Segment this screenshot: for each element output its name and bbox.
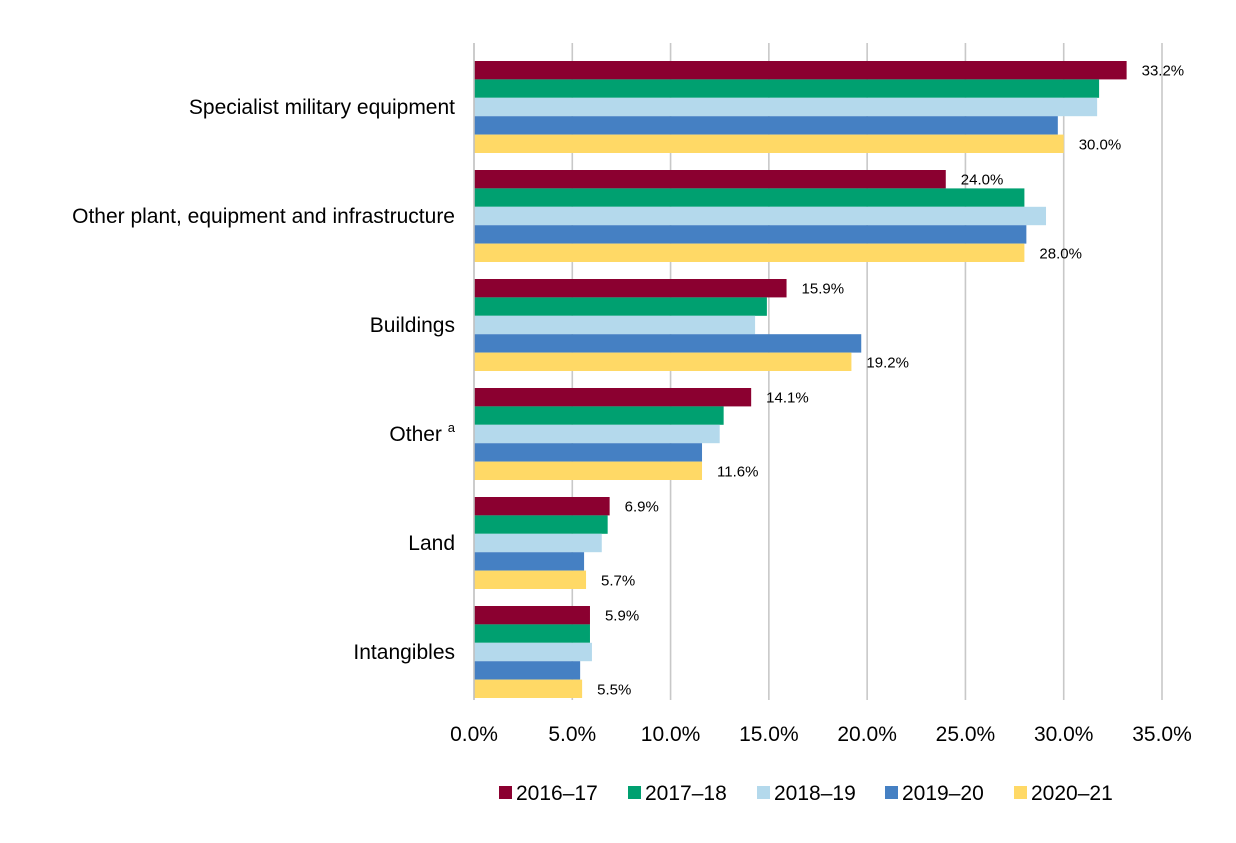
bar <box>474 243 1025 262</box>
category-label-text: Other plant, equipment and infrastructur… <box>72 205 455 228</box>
bar <box>474 679 583 698</box>
bar <box>474 570 587 589</box>
bar <box>474 424 720 444</box>
bar <box>474 552 585 571</box>
legend-item: 2016–17 <box>499 782 598 805</box>
category-label-text: Intangibles <box>353 641 455 664</box>
category-label: Other a <box>389 420 455 446</box>
category-superscript: a <box>448 420 456 435</box>
legend-swatch <box>628 786 641 799</box>
bar <box>474 188 1025 207</box>
legend-label: 2016–17 <box>516 782 598 805</box>
bar <box>474 206 1047 226</box>
bar <box>474 624 590 643</box>
bar <box>474 97 1098 117</box>
bar <box>474 297 767 316</box>
bar <box>474 642 592 662</box>
x-tick-label: 10.0% <box>641 723 701 746</box>
legend-swatch <box>499 786 512 799</box>
data-label: 30.0% <box>1079 136 1122 153</box>
data-labels: 33.2% 30.0% 24.0% 28.0% 15.9% 19.2% 14.1% 11.6%… <box>597 63 1184 699</box>
legend-label: 2018–19 <box>774 782 856 805</box>
legend-item: 2017–18 <box>628 782 727 805</box>
data-label: 11.6% <box>717 463 758 480</box>
bar <box>474 497 610 516</box>
data-label: 5.5% <box>597 681 631 698</box>
data-label: 14.1% <box>766 390 809 407</box>
bar <box>474 279 787 298</box>
bar <box>474 352 852 371</box>
category-labels: Specialist military equipment Other plant… <box>72 96 456 664</box>
bar <box>474 406 724 425</box>
bar <box>474 661 581 680</box>
data-label: 15.9% <box>802 281 845 298</box>
data-label: 28.0% <box>1039 245 1082 262</box>
bars <box>474 61 1127 698</box>
legend: 2016–17 2017–18 2018–19 2019–20 2020–21 <box>499 782 1113 805</box>
bar <box>474 170 946 189</box>
data-label: 5.7% <box>601 572 635 589</box>
legend-label: 2019–20 <box>902 782 984 805</box>
x-tick-label: 5.0% <box>548 723 596 746</box>
legend-label: 2020–21 <box>1031 782 1113 805</box>
x-tick-label: 20.0% <box>837 723 897 746</box>
x-tick-label: 0.0% <box>450 723 498 746</box>
bar <box>474 443 703 462</box>
legend-swatch <box>1014 786 1027 799</box>
category-label: Specialist military equipment <box>189 96 455 119</box>
bar <box>474 334 862 353</box>
legend-swatch <box>885 786 898 799</box>
x-tick-label: 30.0% <box>1034 723 1094 746</box>
x-tick-label: 35.0% <box>1132 723 1192 746</box>
legend-item: 2019–20 <box>885 782 984 805</box>
category-label-text: Specialist military equipment <box>189 96 455 119</box>
legend-label: 2017–18 <box>645 782 727 805</box>
bar <box>474 388 752 407</box>
category-label: Other plant, equipment and infrastructur… <box>72 205 455 228</box>
category-label-text: Other <box>389 423 447 446</box>
x-tick-label: 25.0% <box>936 723 996 746</box>
legend-item: 2018–19 <box>757 782 856 805</box>
bar <box>474 61 1127 80</box>
bar <box>474 116 1058 135</box>
bar <box>474 225 1027 244</box>
bar <box>474 461 703 480</box>
category-label: Intangibles <box>353 641 455 664</box>
data-label: 5.9% <box>605 608 639 625</box>
bar <box>474 533 602 553</box>
bar <box>474 315 756 335</box>
legend-swatch <box>757 786 770 799</box>
bar <box>474 515 608 534</box>
category-label: Buildings <box>370 314 455 337</box>
x-tick-labels: 0.0% 5.0% 10.0% 15.0% 20.0% 25.0% 30.0% 35.0% <box>450 723 1192 746</box>
data-label: 19.2% <box>866 354 909 371</box>
category-label-text: Buildings <box>370 314 455 337</box>
data-label: 6.9% <box>625 499 659 516</box>
data-label: 24.0% <box>961 172 1004 189</box>
x-tick-label: 15.0% <box>739 723 799 746</box>
bar <box>474 134 1064 153</box>
bar <box>474 79 1100 98</box>
legend-item: 2020–21 <box>1014 782 1113 805</box>
bar <box>474 606 590 625</box>
category-label-text: Land <box>408 532 455 555</box>
data-label: 33.2% <box>1142 63 1185 80</box>
category-label: Land <box>408 532 455 555</box>
